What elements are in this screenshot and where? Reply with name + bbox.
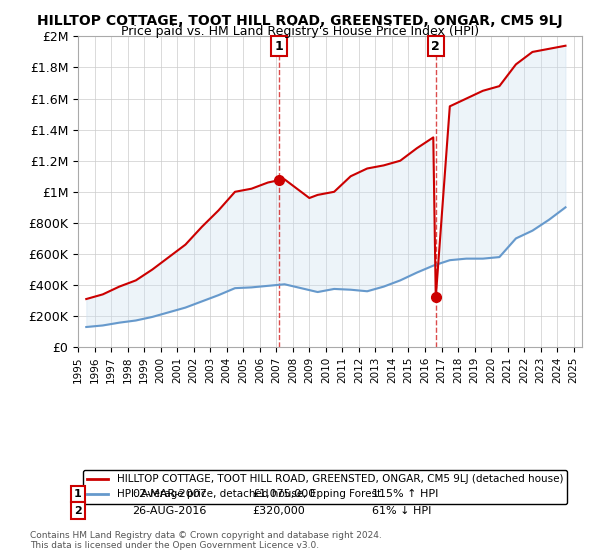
Text: 1: 1: [74, 489, 82, 499]
Text: 02-MAR-2007: 02-MAR-2007: [132, 489, 207, 499]
Text: 2: 2: [74, 506, 82, 516]
Text: 26-AUG-2016: 26-AUG-2016: [132, 506, 206, 516]
Text: £320,000: £320,000: [252, 506, 305, 516]
Text: 115% ↑ HPI: 115% ↑ HPI: [372, 489, 439, 499]
Text: 2: 2: [431, 40, 440, 53]
Text: HILLTOP COTTAGE, TOOT HILL ROAD, GREENSTED, ONGAR, CM5 9LJ: HILLTOP COTTAGE, TOOT HILL ROAD, GREENST…: [37, 14, 563, 28]
Text: 1: 1: [275, 40, 283, 53]
Legend: HILLTOP COTTAGE, TOOT HILL ROAD, GREENSTED, ONGAR, CM5 9LJ (detached house), HPI: HILLTOP COTTAGE, TOOT HILL ROAD, GREENST…: [83, 470, 567, 503]
Text: Contains HM Land Registry data © Crown copyright and database right 2024.
This d: Contains HM Land Registry data © Crown c…: [30, 530, 382, 550]
Text: 61% ↓ HPI: 61% ↓ HPI: [372, 506, 431, 516]
Text: £1,075,000: £1,075,000: [252, 489, 315, 499]
Text: Price paid vs. HM Land Registry's House Price Index (HPI): Price paid vs. HM Land Registry's House …: [121, 25, 479, 38]
